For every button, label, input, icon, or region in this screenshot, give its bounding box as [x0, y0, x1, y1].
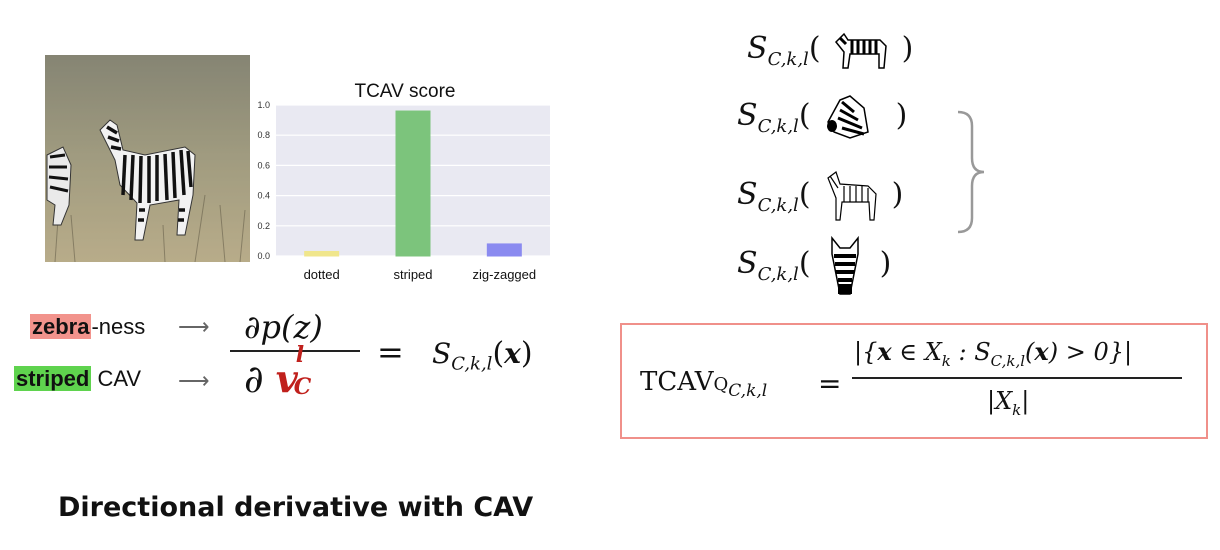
y-tick-label: 0.8 [257, 130, 270, 140]
slide-heading: Directional derivative with CAV [58, 492, 534, 523]
arrow-icon: ⟶ [178, 314, 210, 339]
zebra-suffix: -ness [91, 314, 146, 339]
bar-zig-zagged [486, 243, 522, 257]
fraction-numerator: ∂p(z) [244, 308, 323, 346]
y-tick-label: 0.6 [257, 160, 270, 170]
striped-suffix: CAV [91, 366, 142, 391]
fraction-bar [230, 350, 360, 352]
zebra-highlight: zebra [30, 314, 92, 339]
tcav-lhs: TCAVQC,k,l [640, 367, 768, 402]
s-row-4: SC,k,l( ) [737, 234, 891, 296]
equals-sign: = [377, 333, 404, 371]
striped-cav-label: striped CAV [14, 366, 141, 392]
zebra-head-icon [827, 95, 869, 139]
s-directional-derivative: SC,k,l(x) [432, 336, 533, 375]
chart-title: TCAV score [354, 81, 455, 102]
tcav-numerator: |{x ∈ Xk : SC,k,l(x) > 0}| [854, 337, 1133, 370]
s-row-2: SC,k,l( ) [737, 92, 907, 142]
y-tick-label: 0.4 [257, 191, 270, 201]
tcav-score-chart: 0.0 0.2 0.4 0.6 0.8 1.0 dotted striped zig-zagg… [257, 81, 550, 282]
y-tick-label: 0.2 [257, 221, 270, 231]
tcav-formula-box: TCAVQC,k,l = |{x ∈ Xk : SC,k,l(x) > 0}| … [620, 323, 1208, 439]
y-tick-label: 0.0 [257, 251, 270, 261]
s-row-1: SC,k,l( ) [747, 28, 913, 72]
tcav-denominator: |Xk| [987, 387, 1030, 419]
bar-dotted [304, 250, 340, 257]
bar-striped [395, 110, 431, 257]
arrow-icon: ⟶ [178, 368, 210, 393]
x-tick-label: zig-zagged [473, 267, 537, 282]
curly-brace-icon [957, 110, 985, 234]
x-tick-label: striped [393, 267, 432, 282]
zebra-side-icon [835, 32, 887, 69]
y-tick-label: 1.0 [257, 100, 270, 110]
tcav-fraction-bar [852, 377, 1182, 379]
zebra-ness-label: zebra-ness [30, 314, 145, 340]
x-tick-label: dotted [304, 267, 340, 282]
tcav-equals: = [818, 367, 842, 400]
zebra-photo [45, 55, 250, 262]
s-row-3: SC,k,l( ) [737, 168, 903, 224]
striped-highlight: striped [14, 366, 92, 391]
zebra-front-icon [831, 235, 859, 295]
zebra-outline-icon [827, 171, 877, 221]
